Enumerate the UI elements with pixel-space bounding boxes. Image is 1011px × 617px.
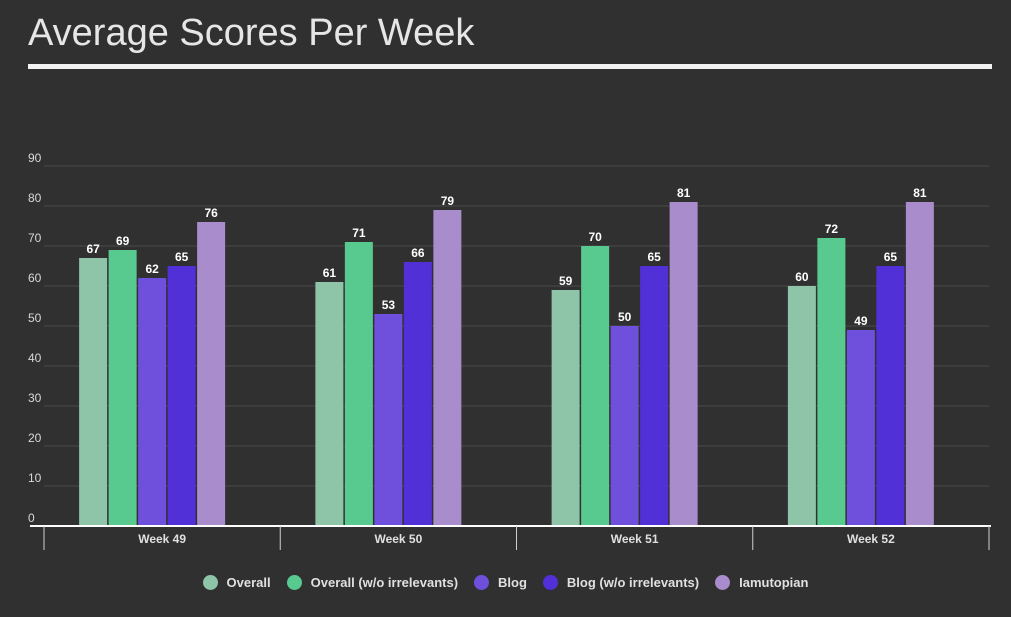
legend-item: Blog (w/o irrelevants) [542, 575, 700, 590]
data-label: 66 [411, 246, 425, 260]
chart-title: Average Scores Per Week [28, 12, 475, 54]
data-label: 50 [618, 310, 632, 324]
legend-item: Overall (w/o irrelevants) [286, 575, 459, 590]
data-label: 79 [441, 194, 455, 208]
bar [344, 242, 373, 526]
legend-swatch [202, 575, 218, 590]
data-label: 65 [647, 250, 661, 264]
y-tick-label: 80 [28, 191, 42, 205]
bar [787, 286, 816, 526]
bar [846, 330, 875, 526]
bar [433, 210, 462, 526]
data-label: 59 [559, 274, 573, 288]
legend-swatch [474, 575, 490, 590]
data-label: 69 [116, 234, 130, 248]
y-tick-label: 90 [28, 151, 42, 165]
legend-item: Overall [202, 575, 271, 590]
y-tick-label: 70 [28, 231, 42, 245]
chart-legend: Overall Overall (w/o irrelevants) Blog Blog… [0, 575, 1011, 590]
data-label: 65 [175, 250, 189, 264]
legend-swatch [286, 575, 302, 590]
legend-label: Iamutopian [739, 575, 809, 590]
legend-label: Overall [226, 575, 271, 590]
x-tick-label: Week 52 [847, 532, 895, 546]
bar [876, 266, 905, 526]
legend-label: Overall (w/o irrelevants) [310, 575, 459, 590]
bar-chart: 0 10 20 30 40 50 60 70 80 90 67 69 62 65 76 Week 49 61 71… [28, 151, 991, 550]
data-label: 81 [677, 186, 691, 200]
data-label: 61 [323, 266, 337, 280]
bar [167, 266, 196, 526]
bar [138, 278, 167, 526]
y-tick-label: 30 [28, 391, 42, 405]
y-tick-label: 50 [28, 311, 42, 325]
data-label: 49 [854, 314, 868, 328]
x-tick-label: Week 51 [611, 532, 659, 546]
data-label: 72 [825, 222, 839, 236]
data-label: 81 [913, 186, 927, 200]
data-label: 67 [86, 242, 100, 256]
y-tick-label: 60 [28, 271, 42, 285]
bar [315, 282, 344, 526]
bar [640, 266, 669, 526]
data-label: 60 [795, 270, 809, 284]
y-tick-label: 40 [28, 351, 42, 365]
data-label: 76 [204, 206, 218, 220]
legend-label: Blog [498, 575, 527, 590]
data-label: 65 [884, 250, 898, 264]
y-tick-label: 20 [28, 431, 42, 445]
data-label: 53 [382, 298, 396, 312]
data-label: 70 [588, 230, 602, 244]
y-tick-label: 10 [28, 471, 42, 485]
bar [79, 258, 108, 526]
x-tick-label: Week 49 [138, 532, 186, 546]
bar [108, 250, 137, 526]
bar [817, 238, 846, 526]
x-tick-label: Week 50 [374, 532, 422, 546]
data-label: 71 [352, 226, 366, 240]
bar [581, 246, 610, 526]
y-tick-label: 0 [28, 511, 35, 525]
bar [610, 326, 639, 526]
data-label: 62 [145, 262, 159, 276]
bar [403, 262, 432, 526]
bar [669, 202, 698, 526]
bar [374, 314, 403, 526]
legend-item: Iamutopian [715, 575, 808, 590]
legend-label: Blog (w/o irrelevants) [566, 575, 700, 590]
bar [197, 222, 226, 526]
legend-swatch [715, 575, 731, 590]
bar [905, 202, 934, 526]
bar [551, 290, 580, 526]
legend-swatch [542, 575, 558, 590]
legend-item: Blog [474, 575, 527, 590]
title-underline [28, 64, 992, 69]
